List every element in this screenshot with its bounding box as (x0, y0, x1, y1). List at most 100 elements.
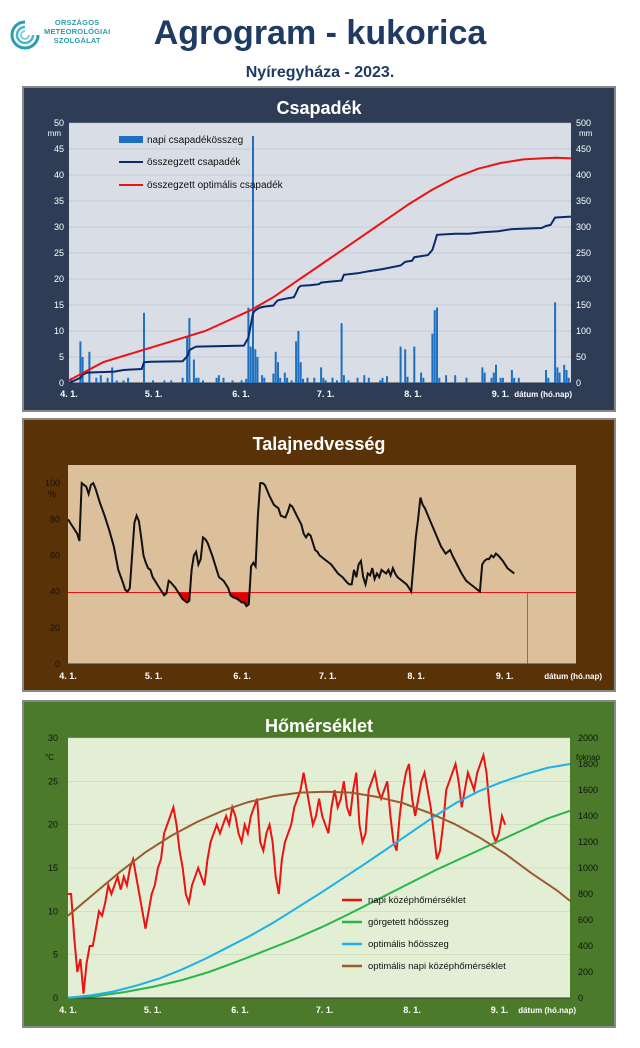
precip-bar (197, 377, 200, 383)
precip-bar (363, 375, 366, 383)
precip-bar (81, 357, 84, 383)
precip-bar (99, 375, 102, 383)
x-tick-label: 9. 1. (491, 1005, 509, 1015)
x-axis-label: dátum (hó.nap) (518, 1006, 576, 1015)
below-threshold-area (178, 592, 191, 603)
precip-bar (299, 362, 302, 383)
x-tick-label: 6. 1. (233, 671, 251, 681)
precip-bar (283, 372, 286, 383)
y-right-tick-label: 0 (578, 993, 583, 1003)
precip-bar (413, 346, 416, 383)
y-right-tick-label: 2000 (578, 733, 598, 743)
legend-label: optimális hőösszeg (368, 939, 449, 950)
series-line-optimal-gdd (67, 763, 571, 999)
y-right-tick-label: 250 (576, 248, 591, 258)
logo-text: ORSZÁGOS METEOROLÓGIAI SZOLGÁLAT (44, 18, 110, 45)
y-right-tick-label: 200 (576, 274, 591, 284)
precip-bar (192, 359, 195, 383)
precip-bar (181, 377, 184, 383)
precipitation-chart: Csapadék05101520253035404550050100150200… (24, 88, 614, 410)
precip-bar (336, 380, 338, 383)
series-line-optimal (68, 156, 572, 382)
precip-bar (501, 377, 504, 383)
precipitation-panel: Csapadék 0 5 10 15 20 25 30 35 40 45 50 0 50 100 150 200… (22, 86, 616, 412)
legend-label: napi középhőmérséklet (368, 895, 466, 906)
precip-bar (279, 377, 282, 383)
precip-bar (222, 377, 225, 383)
x-tick-label: 8. 1. (403, 1005, 421, 1015)
temperature-panel: Hőmérséklet 0 5 10 15 20 25 30 0 200 400 600 800 1000… (22, 700, 616, 1028)
y-tick-label: 40 (54, 170, 64, 180)
precip-bar (217, 375, 220, 383)
y-right-tick-label: 1600 (578, 785, 598, 795)
page-subtitle: Nyíregyháza - 2023. (245, 64, 395, 81)
y-right-tick-label: 500 (576, 118, 591, 128)
precip-bar (95, 377, 98, 383)
chart-title: Talajnedvesség (253, 434, 386, 454)
series-line-daily-mean (68, 751, 507, 994)
precip-bar (152, 380, 154, 383)
precip-bar (272, 373, 275, 383)
x-tick-label: 6. 1. (231, 1005, 249, 1015)
precip-bar (295, 341, 298, 383)
precip-bar (247, 307, 250, 383)
precip-bar (438, 377, 441, 383)
precip-bar (340, 323, 343, 383)
precip-bar (483, 372, 486, 383)
y-right-unit-label: foknap (576, 753, 601, 762)
precip-bar (495, 364, 497, 383)
x-tick-label: 9. 1. (492, 389, 510, 399)
precip-bar (490, 377, 493, 383)
y-right-tick-label: 400 (578, 941, 593, 951)
y-tick-label: 20 (48, 820, 58, 830)
x-tick-label: 7. 1. (317, 389, 335, 399)
logo-swirl-icon (10, 20, 40, 50)
precip-bar (286, 377, 289, 383)
logo-line-1: ORSZÁGOS (54, 18, 100, 27)
x-tick-label: 6. 1. (232, 389, 250, 399)
precip-bar (249, 346, 252, 383)
chart-title: Csapadék (276, 98, 362, 118)
y-tick-label: 15 (48, 863, 58, 873)
legend-label: napi csapadékösszeg (147, 135, 243, 146)
x-tick-label: 4. 1. (60, 389, 78, 399)
y-right-tick-label: 200 (578, 967, 593, 977)
precip-bar (202, 380, 204, 383)
y-tick-label: 20 (54, 274, 64, 284)
x-tick-label: 4. 1. (59, 1005, 77, 1015)
y-right-tick-label: 1400 (578, 811, 598, 821)
precip-bar (245, 378, 248, 383)
precip-bar (111, 367, 114, 383)
y-unit-label: mm (48, 129, 62, 138)
precip-bar (556, 367, 559, 383)
y-right-tick-label: 50 (576, 352, 586, 362)
y-right-tick-label: 1000 (578, 863, 598, 873)
precip-bar (290, 380, 293, 383)
precip-bar (433, 310, 436, 383)
y-tick-label: 20 (50, 623, 60, 633)
y-tick-label: 100 (45, 478, 60, 488)
x-tick-label: 7. 1. (316, 1005, 334, 1015)
precip-bar (127, 377, 130, 383)
precip-bar (302, 378, 304, 383)
y-unit-label: % (48, 489, 56, 499)
y-tick-label: 25 (54, 248, 64, 258)
y-tick-label: 30 (54, 222, 64, 232)
precip-bar (563, 364, 566, 383)
page-title: Agrogram - kukorica (153, 14, 487, 52)
y-right-tick-label: 0 (576, 378, 581, 388)
precip-bar (306, 377, 309, 383)
precip-bar (122, 380, 125, 383)
y-right-tick-label: 100 (576, 326, 591, 336)
y-tick-label: 5 (53, 950, 58, 960)
y-tick-label: 10 (54, 326, 64, 336)
precip-bar (79, 341, 82, 383)
precip-bar (274, 351, 277, 383)
logo-line-3: SZOLGÁLAT (53, 36, 101, 45)
logo-line-2: METEOROLÓGIAI (44, 27, 111, 36)
precip-bar (313, 377, 316, 383)
legend-label: összegzett optimális csapadék (147, 180, 284, 191)
precip-bar (567, 377, 570, 383)
legend-label: összegzett csapadék (147, 157, 241, 168)
precip-bar (386, 376, 388, 383)
